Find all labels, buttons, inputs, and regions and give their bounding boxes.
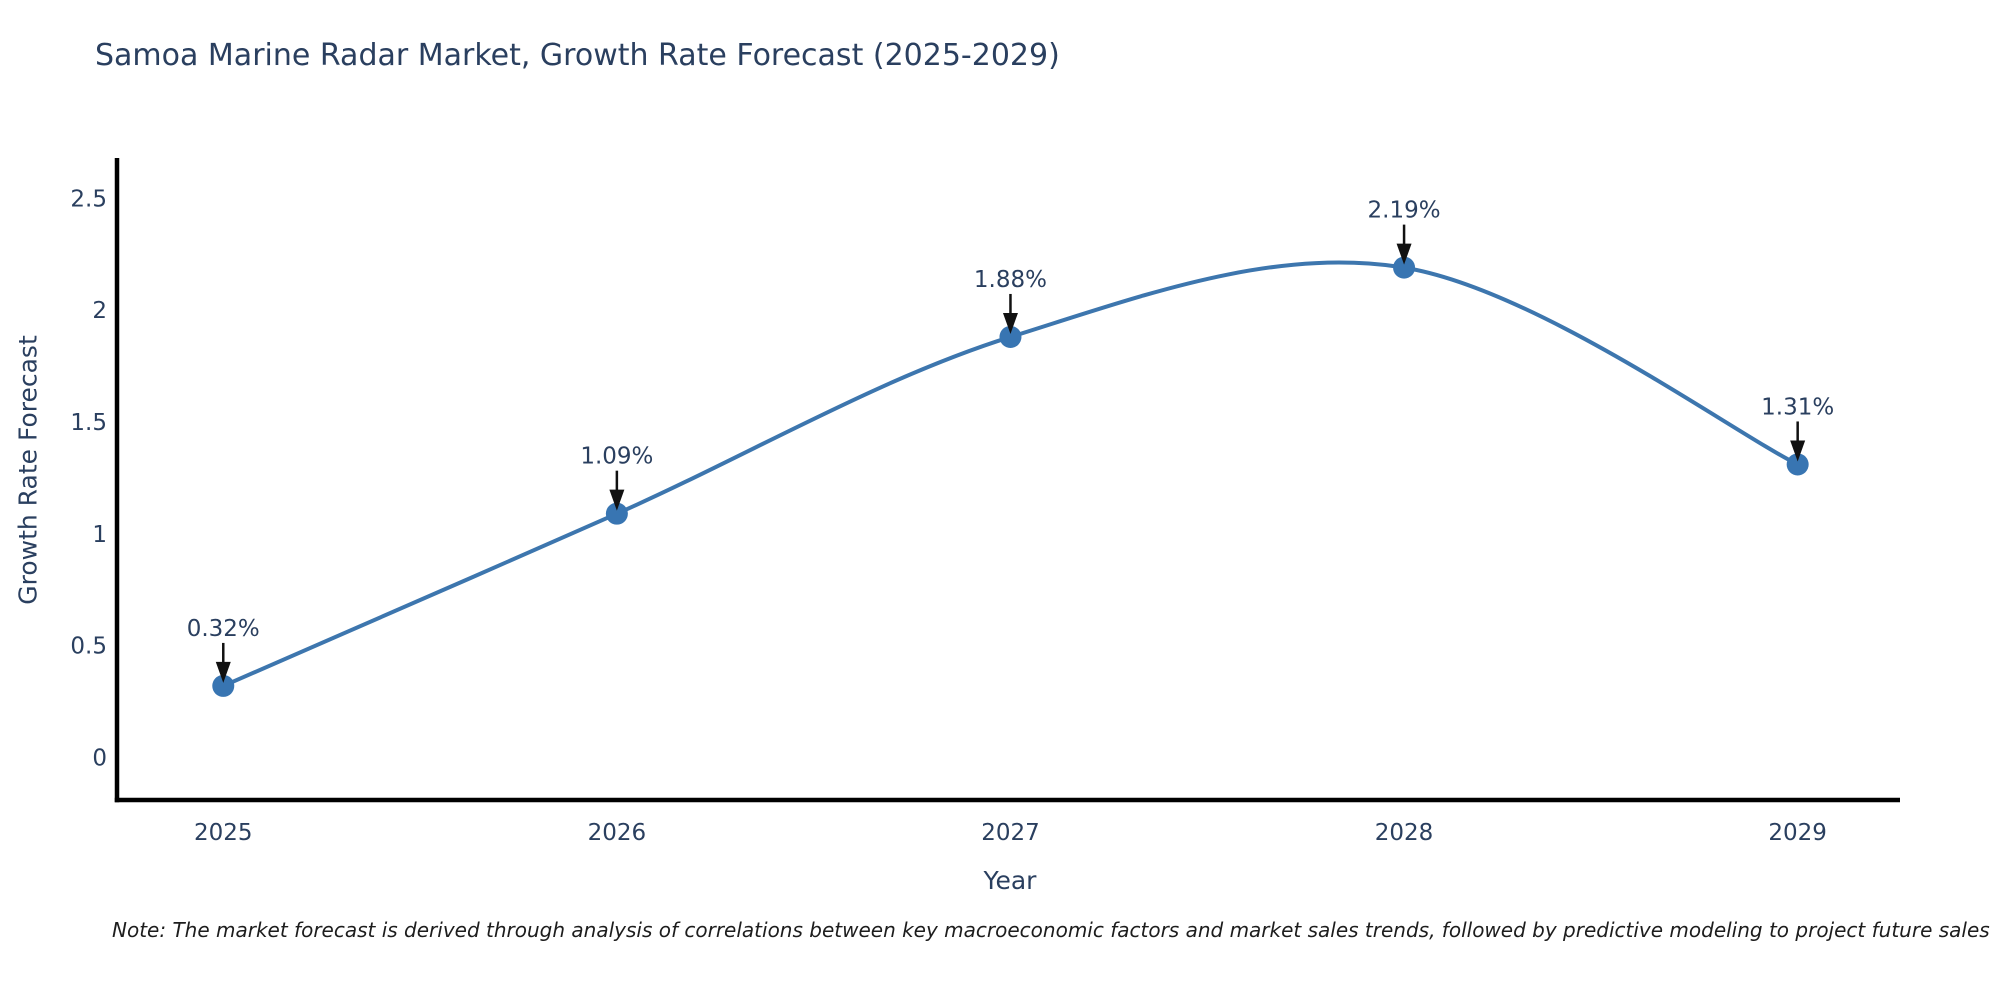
annotation-arrowhead — [1790, 440, 1806, 462]
data-point-marker — [999, 325, 1022, 348]
data-point-marker — [212, 674, 235, 697]
annotation-label: 1.88% — [974, 267, 1047, 293]
data-point-marker — [1786, 453, 1809, 476]
data-point-marker — [1393, 256, 1416, 279]
y-tick-label: 1.5 — [70, 410, 107, 436]
x-tick-label: 2027 — [981, 820, 1040, 846]
annotation-label: 0.32% — [187, 616, 260, 642]
y-tick-label: 0 — [92, 745, 107, 771]
annotation-arrowhead — [215, 661, 231, 683]
annotation-arrowhead — [1396, 243, 1412, 265]
y-tick-label: 1 — [92, 522, 107, 548]
y-tick-label: 2 — [92, 298, 107, 324]
x-tick-label: 2029 — [1768, 820, 1827, 846]
annotation-label: 1.09% — [580, 444, 653, 470]
annotation-arrowhead — [609, 489, 625, 511]
chart-title: Samoa Marine Radar Market, Growth Rate F… — [95, 38, 1060, 73]
annotation-label: 2.19% — [1368, 198, 1441, 224]
y-axis-title: Growth Rate Forecast — [13, 335, 43, 605]
annotation-label: 1.31% — [1761, 394, 1834, 420]
y-tick-label: 2.5 — [70, 186, 107, 212]
data-point-marker — [605, 502, 628, 525]
footnote: Note: The market forecast is derived thr… — [112, 918, 1990, 942]
x-axis-title: Year — [983, 866, 1037, 895]
x-tick-label: 2028 — [1375, 820, 1434, 846]
y-tick-label: 0.5 — [70, 634, 107, 660]
annotation-arrowhead — [1002, 312, 1018, 334]
x-tick-label: 2025 — [194, 820, 253, 846]
x-tick-label: 2026 — [588, 820, 647, 846]
